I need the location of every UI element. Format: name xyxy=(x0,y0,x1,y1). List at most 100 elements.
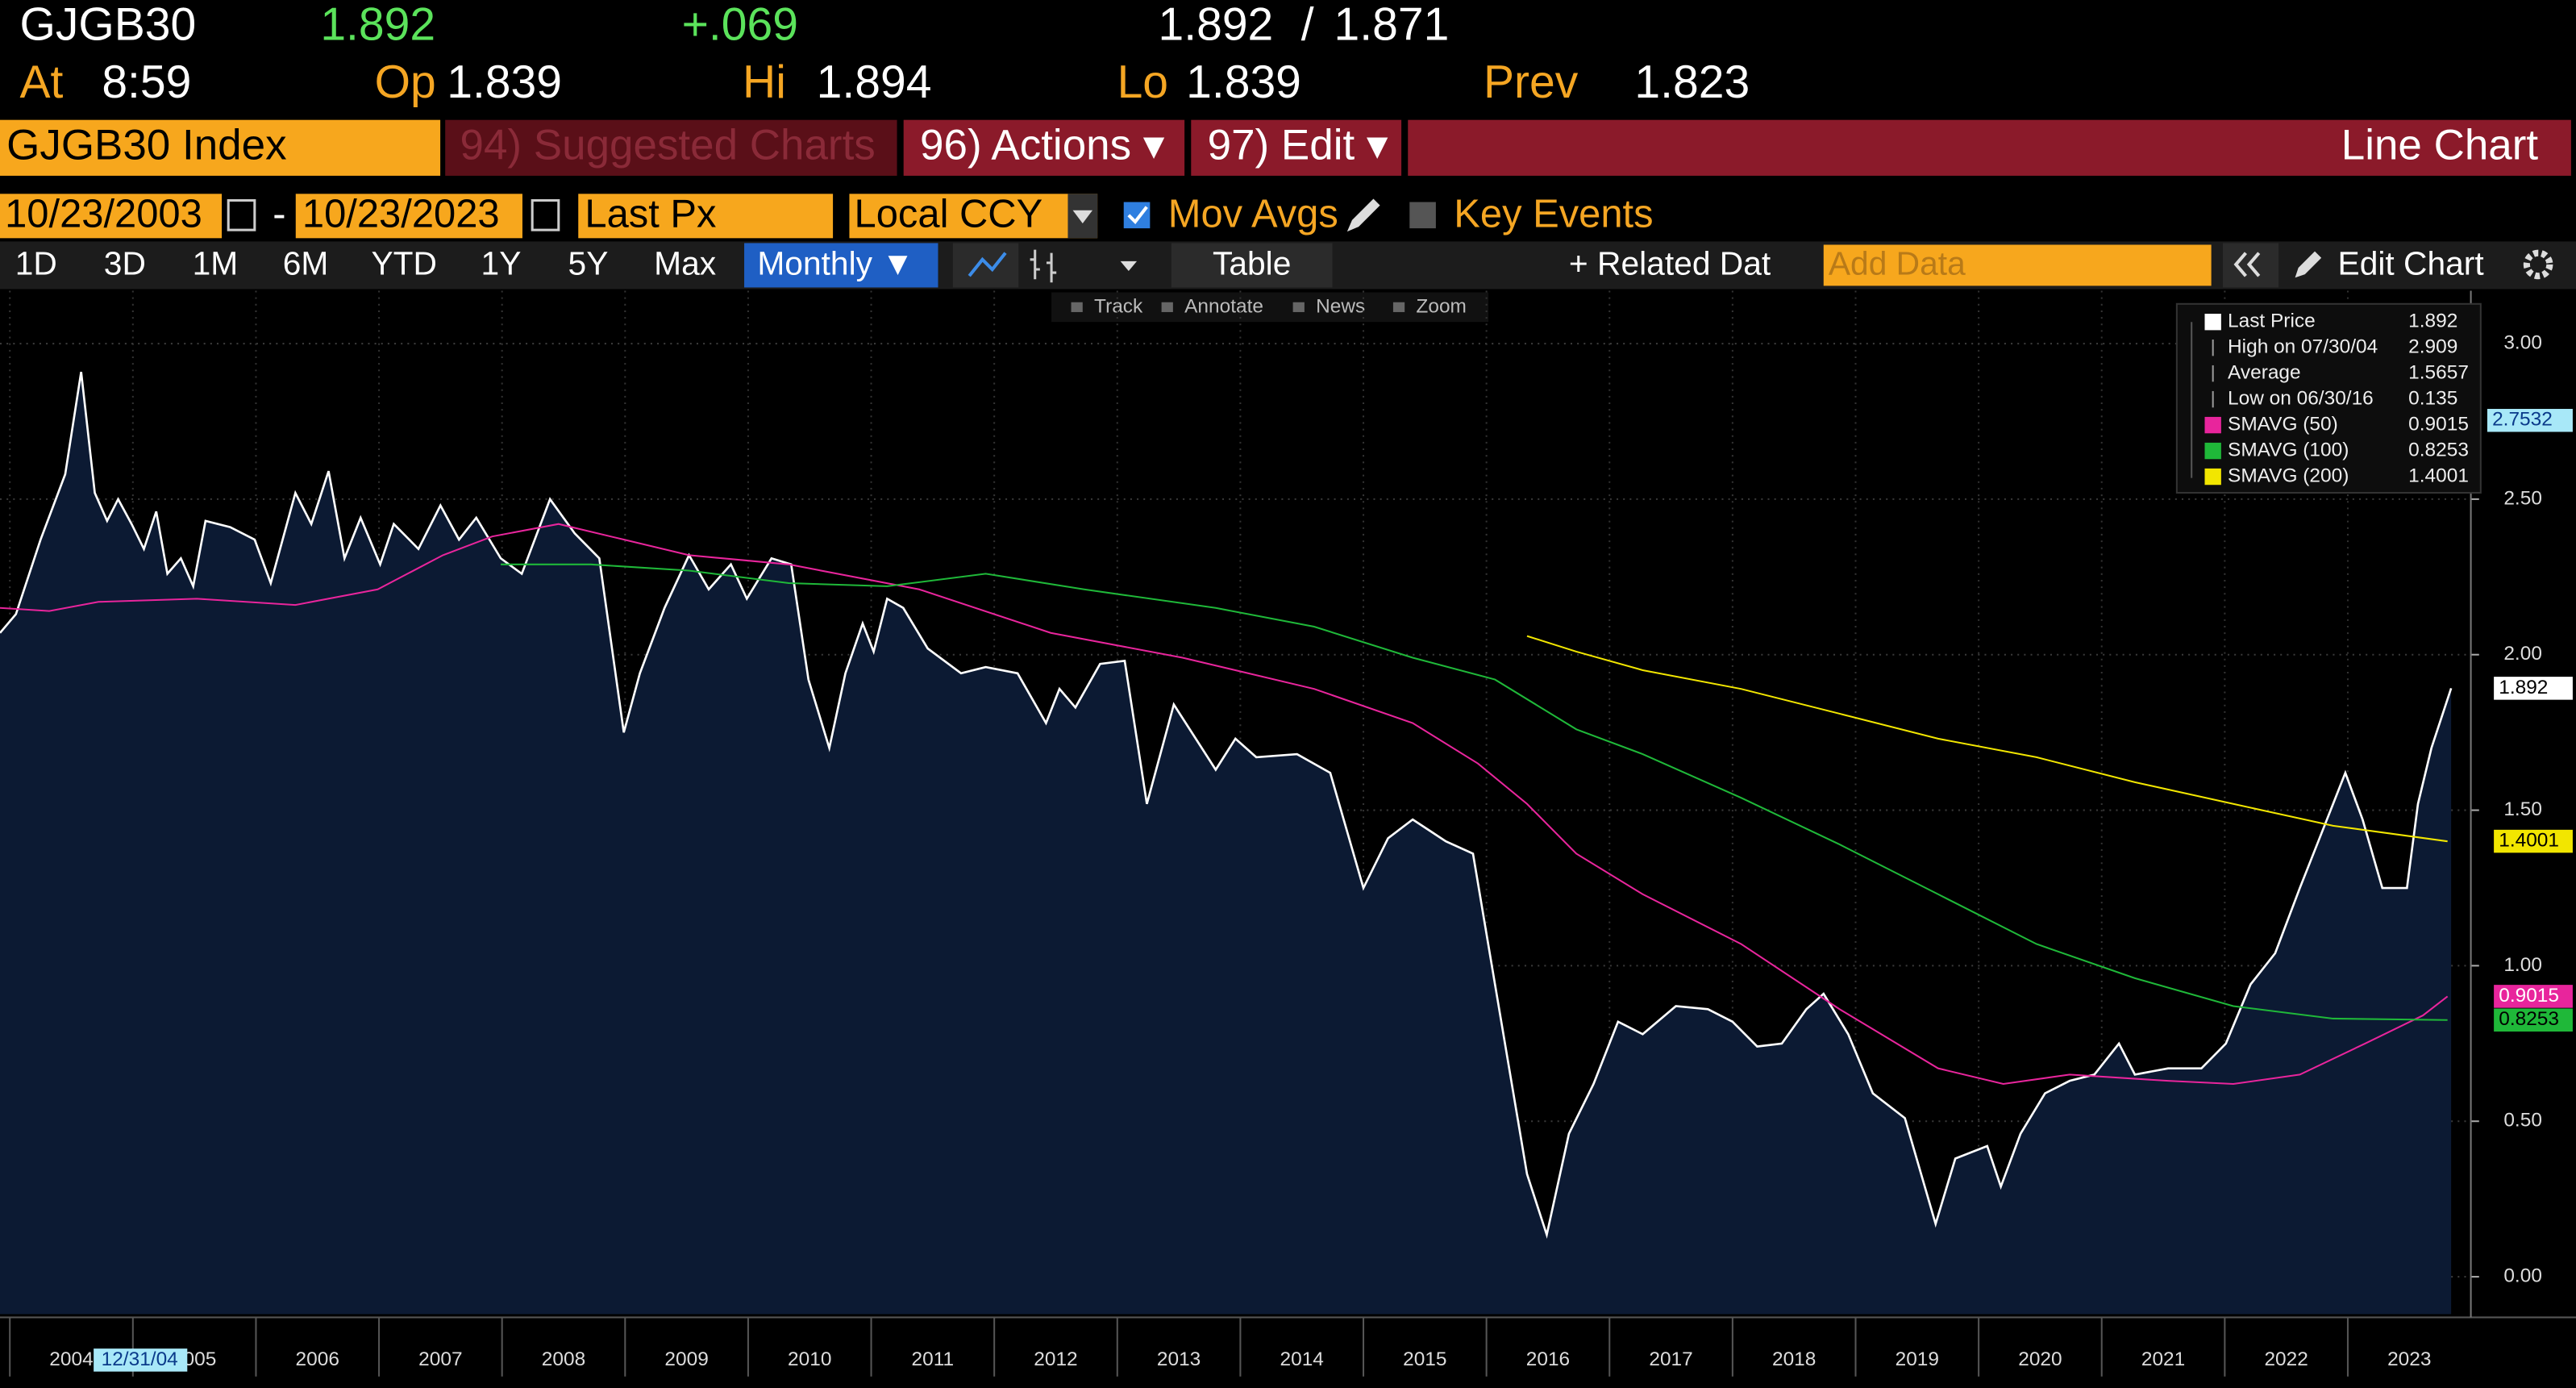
add-data-box[interactable] xyxy=(1823,244,2212,286)
last-value-label: 0.9015 xyxy=(2499,985,2559,1007)
crosshair-value: 2.7532 xyxy=(2492,409,2553,431)
tool-icon xyxy=(1292,302,1305,312)
series-line xyxy=(0,371,2453,1240)
dropdown-arrow xyxy=(1072,210,1093,223)
y-tick-label: 2.00 xyxy=(2503,643,2542,665)
dropdown-arrow[interactable] xyxy=(1120,261,1138,272)
start-date-box[interactable] xyxy=(0,194,223,239)
legend-value: 1.892 xyxy=(2408,311,2457,332)
chart-tool[interactable]: Annotate xyxy=(1184,295,1263,317)
start-date[interactable]: 10/23/2003 xyxy=(5,193,202,236)
x-tick-label: 2012 xyxy=(1034,1348,1077,1370)
chart-tool[interactable]: Zoom xyxy=(1416,295,1466,317)
ask: 1.871 xyxy=(1334,0,1450,51)
period-button[interactable]: Max xyxy=(654,245,716,282)
table[interactable]: Table xyxy=(1213,245,1291,282)
key-events[interactable]: Key Events xyxy=(1454,193,1653,236)
last-value-label: 0.8253 xyxy=(2499,1008,2559,1030)
low-label: Lo xyxy=(1117,56,1168,108)
pencil-icon xyxy=(2295,251,2322,278)
line-style-button[interactable] xyxy=(952,243,1019,288)
x-tick-label: 2017 xyxy=(1649,1348,1692,1370)
crosshair-value-box xyxy=(2487,408,2573,432)
legend-swatch xyxy=(2204,468,2221,486)
end-date-box[interactable] xyxy=(295,194,522,239)
title-bar xyxy=(1408,119,2571,176)
mov-avgs-checkbox[interactable] xyxy=(1123,202,1151,229)
related-data[interactable]: + Related Dat xyxy=(1569,245,1771,282)
y-tick-label: 1.50 xyxy=(2503,798,2542,820)
last-value-label: 1.4001 xyxy=(2499,830,2559,852)
edit-chart[interactable]: Edit Chart xyxy=(2338,245,2485,282)
security[interactable]: GJGB30 Index xyxy=(6,121,286,169)
period-button[interactable]: 6M xyxy=(283,245,329,282)
prev-label: Prev xyxy=(1484,56,1579,108)
settings-icon[interactable] xyxy=(2523,249,2553,280)
period-button[interactable]: 5Y xyxy=(568,245,609,282)
edit-button[interactable] xyxy=(1191,119,1402,176)
prev: 1.823 xyxy=(1634,56,1750,108)
x-tick-label: 2015 xyxy=(1403,1348,1446,1370)
tool-icon xyxy=(1071,302,1083,312)
chart-tool[interactable]: News xyxy=(1316,295,1365,317)
period-button[interactable]: 1M xyxy=(193,245,239,282)
table-button[interactable] xyxy=(1171,243,1333,288)
legend-label: Last Price xyxy=(2228,311,2316,332)
add-data[interactable]: Add Data xyxy=(1829,245,1966,282)
frequency-button[interactable] xyxy=(744,243,938,288)
chart-tools-bg xyxy=(1051,292,1489,323)
open: 1.839 xyxy=(447,56,562,108)
currency[interactable]: Local CCY xyxy=(855,193,1043,236)
legend-value: 0.9015 xyxy=(2408,414,2469,436)
last-value-box xyxy=(2494,677,2573,700)
x-tick-label: 2011 xyxy=(912,1348,955,1370)
field-box[interactable] xyxy=(578,194,834,239)
currency-box[interactable] xyxy=(849,194,1098,239)
x-tick-label: 2008 xyxy=(542,1348,585,1370)
ticker: GJGB30 xyxy=(19,0,196,51)
mov-avgs[interactable]: Mov Avgs xyxy=(1168,193,1338,236)
edit[interactable]: 97) Edit ▾ xyxy=(1208,121,1388,169)
x-tick-label: 2009 xyxy=(664,1348,708,1370)
last-value-label: 1.892 xyxy=(2499,677,2548,698)
end-date[interactable]: 10/23/2023 xyxy=(302,193,500,236)
separator: / xyxy=(1301,0,1314,51)
bar-icon[interactable] xyxy=(1030,249,1057,283)
suggested[interactable]: 94) Suggested Charts xyxy=(460,121,876,169)
key-events-checkbox[interactable] xyxy=(1409,202,1436,229)
tool-icon xyxy=(1161,302,1173,312)
x-tick-label: 2020 xyxy=(2018,1348,2062,1370)
settings-row: 10/23/2003 - 10/23/2023 Last Px Local CC… xyxy=(0,193,1654,239)
legend-value: 2.909 xyxy=(2408,336,2457,358)
x-tick-label: 2007 xyxy=(418,1348,462,1370)
actions[interactable]: 96) Actions ▾ xyxy=(920,121,1165,169)
price-area xyxy=(0,372,2452,1315)
field[interactable]: Last Px xyxy=(585,193,716,236)
suggested-button[interactable] xyxy=(445,119,897,176)
pencil-icon[interactable] xyxy=(1346,198,1380,232)
chart-tool[interactable]: Track xyxy=(1094,295,1143,317)
legend-label: Low on 06/30/16 xyxy=(2228,388,2374,410)
period-button[interactable]: 1Y xyxy=(481,245,522,282)
period-buttons: 1D 3D 1M 6M YTD 1Y 5Y Max xyxy=(15,245,716,282)
x-tick-label: 2019 xyxy=(1896,1348,1939,1370)
period-button[interactable]: 1D xyxy=(15,245,57,282)
time: 8:59 xyxy=(102,56,191,108)
x-tick-label: 2010 xyxy=(788,1348,831,1370)
y-tick-label: 3.00 xyxy=(2503,332,2542,354)
calendar-icon[interactable] xyxy=(227,198,256,231)
legend-swatch xyxy=(2204,416,2221,434)
chart-type: Line Chart xyxy=(2341,121,2539,169)
period-button[interactable]: 3D xyxy=(104,245,146,282)
collapse-icon xyxy=(2233,252,2261,277)
actions-button[interactable] xyxy=(903,119,1185,176)
security-box[interactable] xyxy=(0,119,441,176)
period-button[interactable]: YTD xyxy=(372,245,438,282)
high: 1.894 xyxy=(817,56,932,108)
series-line xyxy=(1526,635,2448,843)
legend-label: SMAVG (100) xyxy=(2228,440,2349,461)
frequency[interactable]: Monthly ▼ xyxy=(757,245,913,282)
calendar-icon[interactable] xyxy=(531,198,560,231)
